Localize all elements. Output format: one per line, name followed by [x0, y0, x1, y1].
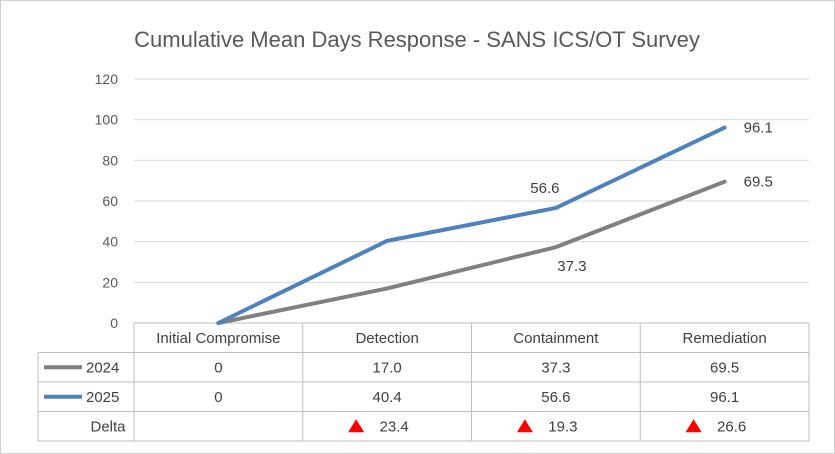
- category-label: Containment: [513, 330, 599, 347]
- legend-label: 2024: [86, 359, 119, 376]
- delta-up-triangle-icon: [516, 419, 533, 433]
- delta-up-triangle-icon: [685, 419, 702, 433]
- table-cell: 69.5: [710, 359, 739, 376]
- series-line-2025: [216, 125, 727, 325]
- series-line-2024: [216, 179, 727, 325]
- point-label: 69.5: [744, 174, 773, 191]
- category-label: Detection: [355, 330, 418, 347]
- y-tick-label: 40: [102, 234, 118, 250]
- table-cell: 17.0: [373, 359, 402, 376]
- delta-value: 19.3: [548, 418, 577, 435]
- table-cell: 40.4: [373, 389, 402, 406]
- legend-label: 2025: [86, 389, 119, 406]
- table-cell: 0: [214, 359, 222, 376]
- delta-label: Delta: [90, 418, 126, 435]
- table-cell: 56.6: [541, 389, 570, 406]
- delta-up-triangle-icon: [348, 419, 365, 433]
- y-tick-label: 100: [95, 112, 119, 128]
- point-label: 37.3: [557, 258, 586, 275]
- point-label: 56.6: [530, 180, 559, 197]
- chart-title: Cumulative Mean Days Response - SANS ICS…: [134, 27, 700, 52]
- category-label: Initial Compromise: [156, 330, 280, 347]
- table-cell: 0: [214, 389, 222, 406]
- y-tick-label: 60: [102, 193, 118, 209]
- y-tick-label: 20: [102, 274, 118, 290]
- y-tick-label: 80: [102, 152, 118, 168]
- y-tick-label: 120: [95, 71, 119, 87]
- point-label: 96.1: [744, 120, 773, 137]
- table-cell: 96.1: [710, 389, 739, 406]
- category-label: Remediation: [683, 330, 767, 347]
- delta-value: 23.4: [380, 418, 409, 435]
- y-tick-label: 0: [110, 315, 118, 331]
- table-cell: 37.3: [541, 359, 570, 376]
- delta-value: 26.6: [717, 418, 746, 435]
